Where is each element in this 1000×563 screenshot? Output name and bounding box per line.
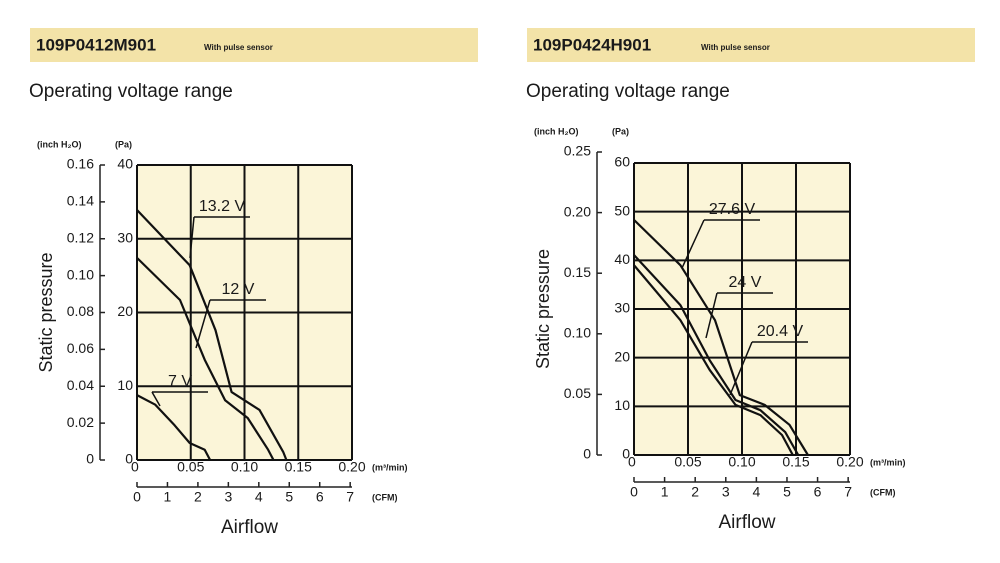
x2-tick-label: 1 [164,489,172,505]
x-tick-label: 0 [628,454,636,470]
model-subtitle: With pulse sensor [204,43,273,52]
y2-tick-label: 0 [622,446,630,462]
x-tick-label: 0.05 [177,459,204,475]
curve-label: 7 V [168,373,192,390]
x2-tick-label: 0 [630,484,638,500]
label-leader [681,219,705,269]
x2-tick-label: 2 [691,484,699,500]
x-tick-label: 0.10 [728,454,755,470]
y-tick-label: 0.20 [564,203,591,219]
y-tick-label: 0.12 [67,229,94,245]
y-tick-label: 0.14 [67,193,94,209]
x2-unit: (CFM) [372,492,398,502]
pq-curve [136,394,212,461]
section-caption: Operating voltage range [526,81,730,102]
curve-label: 13.2 V [199,198,246,215]
x2-tick-label: 7 [844,484,852,500]
y2-tick-label: 20 [614,348,630,364]
y-tick-label: 0.02 [67,414,94,430]
x-axis-title: Airflow [221,517,278,538]
y2-unit: (Pa) [115,139,132,149]
x2-tick-label: 5 [783,484,791,500]
y-tick-label: 0.10 [564,325,591,341]
y-tick-label: 0.25 [564,143,591,159]
curve-label: 12 V [222,281,255,298]
y2-tick-label: 10 [117,377,133,393]
x2-unit: (CFM) [870,487,896,497]
y-axis-title: Static pressure [533,249,553,369]
y-tick-label: 0.10 [67,266,94,282]
curve-label: 20.4 V [757,323,804,340]
y-tick-label: 0.05 [564,385,591,401]
x2-tick-label: 5 [285,489,293,505]
x-tick-label: 0.15 [285,459,312,475]
x2-tick-label: 3 [224,489,232,505]
model-title: 109P0424H901 [533,35,651,54]
label-leader [151,391,161,407]
y2-tick-label: 40 [614,251,630,267]
y-tick-label: 0 [583,446,591,462]
pq-curve [633,264,794,456]
y2-tick-label: 10 [614,397,630,413]
y-tick-label: 0.15 [564,264,591,280]
x-tick-label: 0.20 [836,454,863,470]
header-bar [30,28,478,62]
header-bar [527,28,975,62]
label-leader [189,216,195,259]
y-tick-label: 0.06 [67,340,94,356]
x2-tick-label: 7 [346,489,354,505]
section-caption: Operating voltage range [29,81,233,102]
x-unit: (m³/min) [870,457,906,467]
label-leader [705,292,718,339]
y-axis-title: Static pressure [36,252,56,372]
x2-tick-label: 3 [722,484,730,500]
x2-tick-label: 4 [752,484,760,500]
x2-tick-label: 6 [814,484,822,500]
y-tick-label: 0.08 [67,303,94,319]
x-tick-label: 0.05 [674,454,701,470]
model-subtitle: With pulse sensor [701,43,770,52]
y2-tick-label: 0 [125,451,133,467]
x2-tick-label: 4 [255,489,263,505]
y-unit: (inch H₂O) [534,126,579,136]
y2-tick-label: 40 [117,156,133,172]
y-unit: (inch H₂O) [37,139,82,149]
curve-label: 27.6 V [709,201,756,218]
y2-unit: (Pa) [612,126,629,136]
y2-tick-label: 20 [117,303,133,319]
pq-curve [136,257,275,461]
x2-tick-label: 2 [194,489,202,505]
x-tick-label: 0.15 [782,454,809,470]
x2-tick-label: 0 [133,489,141,505]
y-tick-label: 0.16 [67,156,94,172]
x-axis-title: Airflow [718,512,775,533]
x-tick-label: 0.10 [231,459,258,475]
model-title: 109P0412M901 [36,35,156,54]
y2-tick-label: 30 [117,229,133,245]
label-leader [729,341,753,396]
y2-tick-label: 50 [614,202,630,218]
y-tick-label: 0.04 [67,377,94,393]
y2-tick-label: 30 [614,300,630,316]
pq-curve [633,219,809,456]
curve-label: 24 V [729,274,762,291]
x2-tick-label: 1 [661,484,669,500]
x2-tick-label: 6 [316,489,324,505]
x-tick-label: 0 [131,459,139,475]
pq-curve [633,254,800,456]
pq-curve [136,209,288,461]
y-tick-label: 0 [86,451,94,467]
label-leader [195,299,211,349]
x-unit: (m³/min) [372,462,408,472]
y2-tick-label: 60 [614,154,630,170]
x-tick-label: 0.20 [338,459,365,475]
